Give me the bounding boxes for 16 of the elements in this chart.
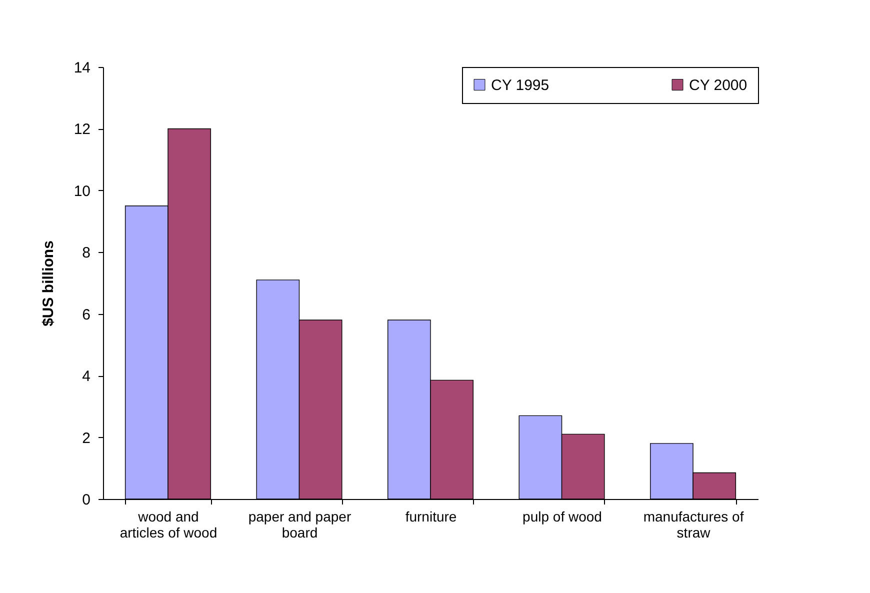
x-tick-label: furniture (405, 508, 457, 524)
y-tick-label: 14 (74, 60, 90, 76)
legend-label: CY 2000 (689, 76, 748, 94)
x-tick-label: paper and paper board (248, 508, 352, 540)
x-tick-label: pulp of wood (522, 508, 602, 524)
y-tick-label: 10 (74, 182, 90, 200)
y-tick-label: 2 (82, 430, 90, 447)
y-tick-label: 6 (82, 306, 90, 324)
legend-label: CY 1995 (491, 76, 550, 94)
x-tick-label: manufactures of straw (643, 508, 744, 540)
y-tick-label: 8 (82, 244, 90, 262)
y-tick-label: 12 (74, 121, 90, 138)
x-tick-label: wood and articles of wood (120, 508, 218, 540)
y-tick-label: 4 (82, 368, 90, 386)
y-axis-title: $US billions (40, 240, 57, 326)
y-tick-label: 0 (82, 492, 90, 508)
